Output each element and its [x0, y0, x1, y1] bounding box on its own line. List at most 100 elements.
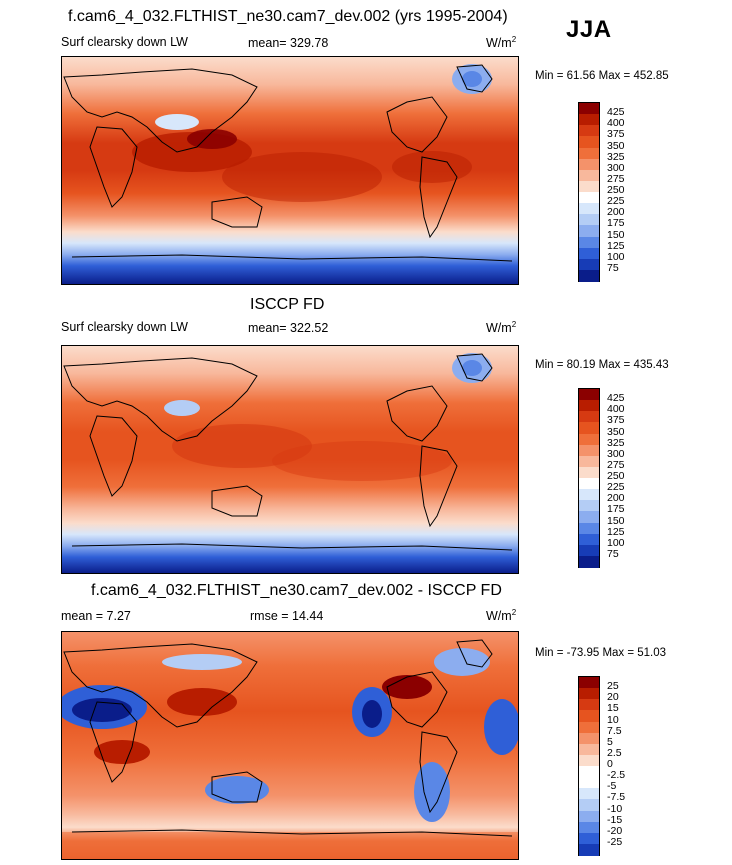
colorbar-swatch — [579, 466, 599, 479]
colorbar-swatch — [579, 433, 599, 446]
colorbar-tick-label: 425 — [607, 392, 625, 405]
colorbar-swatch — [579, 180, 599, 193]
colorbar-swatch — [579, 500, 599, 512]
colorbar-tick-label: 400 — [607, 117, 625, 130]
colorbar-tick-label: 150 — [607, 514, 625, 527]
colorbar-swatch — [579, 710, 599, 722]
panel1-units: W/m2 — [486, 35, 517, 51]
colorbar-swatch — [579, 732, 599, 745]
panel1-colorbar — [578, 102, 600, 282]
colorbar-swatch — [579, 677, 599, 689]
colorbar-tick-label: -20 — [607, 824, 623, 837]
colorbar-tick-label: 15 — [607, 702, 619, 715]
colorbar-tick-label: 100 — [607, 536, 625, 549]
colorbar-tick-label: -5 — [607, 780, 617, 793]
colorbar-tick-label: 300 — [607, 447, 625, 460]
colorbar-tick-label: 300 — [607, 161, 625, 174]
panel2-mean: mean= 322.52 — [248, 321, 329, 335]
colorbar-swatch — [579, 788, 599, 800]
colorbar-swatch — [579, 721, 599, 734]
panel1-map — [61, 56, 519, 285]
colorbar-tick-label: 75 — [607, 547, 619, 560]
colorbar-swatch — [579, 821, 599, 834]
colorbar-swatch — [579, 214, 599, 226]
panel3-mean: mean = 7.27 — [61, 609, 131, 623]
colorbar-tick-label: -2.5 — [607, 769, 626, 782]
colorbar-tick-label: 125 — [607, 239, 625, 252]
colorbar-swatch — [579, 258, 599, 271]
colorbar-tick-label: 350 — [607, 425, 625, 438]
colorbar-swatch — [579, 743, 599, 756]
colorbar-swatch — [579, 158, 599, 171]
panel1-minmax: Min = 61.56 Max = 452.85 — [535, 70, 669, 82]
panel3-colorbar — [578, 676, 600, 856]
colorbar-tick-label: 325 — [607, 150, 625, 163]
panel3-title: f.cam6_4_032.FLTHIST_ne30.cam7_dev.002 -… — [91, 582, 502, 599]
colorbar-swatch — [579, 225, 599, 237]
season-label: JJA — [566, 16, 612, 43]
colorbar-swatch — [579, 269, 599, 282]
colorbar-tick-label: 175 — [607, 503, 625, 516]
colorbar-tick-label: 275 — [607, 172, 625, 185]
colorbar-tick-label: 375 — [607, 414, 625, 427]
colorbar-swatch — [579, 832, 599, 845]
colorbar-swatch — [579, 754, 599, 767]
colorbar-tick-label: 375 — [607, 128, 625, 141]
colorbar-swatch — [579, 511, 599, 523]
panel2-title: ISCCP FD — [250, 296, 325, 313]
colorbar-swatch — [579, 169, 599, 182]
colorbar-tick-label: 20 — [607, 691, 619, 704]
colorbar-tick-label: -25 — [607, 835, 623, 848]
panel3-units: W/m2 — [486, 608, 517, 624]
colorbar-swatch — [579, 810, 599, 823]
colorbar-tick-label: 275 — [607, 458, 625, 471]
panel1-title: f.cam6_4_032.FLTHIST_ne30.cam7_dev.002 (… — [68, 8, 508, 25]
panel3-map — [61, 631, 519, 860]
colorbar-tick-label: 325 — [607, 436, 625, 449]
panel1-mean: mean= 329.78 — [248, 36, 329, 50]
colorbar-tick-label: 10 — [607, 713, 619, 726]
colorbar-swatch — [579, 843, 599, 856]
colorbar-swatch — [579, 555, 599, 568]
panel2-variable: Surf clearsky down LW — [61, 320, 188, 334]
colorbar-tick-label: -15 — [607, 813, 623, 826]
colorbar-tick-label: 225 — [607, 481, 625, 494]
colorbar-swatch — [579, 103, 599, 115]
colorbar-swatch — [579, 147, 599, 160]
colorbar-tick-label: -10 — [607, 802, 623, 815]
colorbar-tick-label: 75 — [607, 261, 619, 274]
colorbar-tick-label: 0 — [607, 758, 613, 770]
colorbar-swatch — [579, 136, 599, 148]
colorbar-tick-label: 25 — [607, 680, 619, 693]
colorbar-tick-label: 125 — [607, 525, 625, 538]
colorbar-swatch — [579, 422, 599, 434]
colorbar-swatch — [579, 444, 599, 457]
colorbar-swatch — [579, 400, 599, 412]
colorbar-tick-label: 425 — [607, 106, 625, 119]
colorbar-tick-label: 2.5 — [607, 746, 622, 759]
colorbar-swatch — [579, 411, 599, 423]
colorbar-swatch — [579, 455, 599, 468]
colorbar-swatch — [579, 777, 599, 789]
colorbar-tick-label: 175 — [607, 217, 625, 230]
colorbar-swatch — [579, 799, 599, 811]
colorbar-tick-label: -7.5 — [607, 791, 626, 804]
colorbar-tick-label: 250 — [607, 184, 625, 196]
colorbar-swatch — [579, 389, 599, 401]
colorbar-tick-label: 400 — [607, 403, 625, 416]
panel1-variable: Surf clearsky down LW — [61, 35, 188, 49]
colorbar-swatch — [579, 236, 599, 249]
colorbar-swatch — [579, 522, 599, 535]
colorbar-tick-label: 350 — [607, 139, 625, 152]
colorbar-tick-label: 200 — [607, 206, 625, 219]
colorbar-swatch — [579, 247, 599, 260]
colorbar-tick-label: 225 — [607, 195, 625, 208]
colorbar-swatch — [579, 699, 599, 711]
colorbar-tick-label: 7.5 — [607, 724, 622, 737]
colorbar-tick-label: 5 — [607, 735, 613, 748]
colorbar-swatch — [579, 192, 599, 204]
colorbar-tick-label: 250 — [607, 470, 625, 482]
colorbar-swatch — [579, 544, 599, 557]
panel3-minmax: Min = -73.95 Max = 51.03 — [535, 647, 667, 659]
colorbar-tick-label: 200 — [607, 492, 625, 505]
